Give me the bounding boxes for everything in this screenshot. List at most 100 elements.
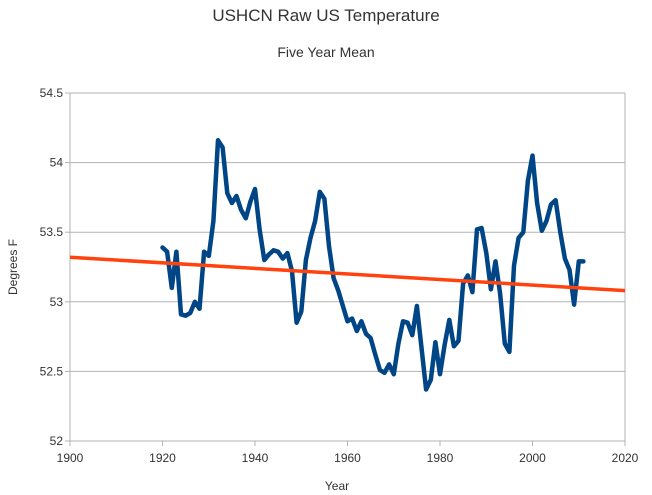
temperature-data-point [485, 252, 487, 254]
temperature-data-point [458, 340, 459, 342]
temperature-data-point [578, 260, 580, 262]
temperature-data-point [314, 220, 316, 222]
temperature-data-point [550, 203, 552, 205]
temperature-data-point [277, 251, 279, 253]
temperature-data-point [323, 198, 325, 200]
temperature-data-point [444, 344, 446, 346]
temperature-data-point [569, 269, 570, 271]
temperature-data-point [249, 201, 251, 203]
temperature-data-point [499, 292, 501, 294]
temperature-data-point [282, 258, 284, 260]
temperature-data-point [217, 139, 219, 141]
x-tick-label: 1900 [57, 451, 84, 465]
temperature-data-point [208, 255, 210, 257]
temperature-data-point [162, 247, 163, 249]
temperature-data-point [439, 373, 441, 375]
chart-title: USHCN Raw US Temperature [212, 6, 439, 25]
temperature-data-point [370, 337, 372, 339]
temperature-data-point [199, 308, 200, 310]
temperature-data-point [504, 343, 506, 345]
y-tick-label: 54 [50, 156, 64, 170]
temperature-data-point [189, 312, 191, 314]
temperature-data-point [495, 260, 496, 262]
temperature-data-point [573, 304, 575, 306]
temperature-data-point [203, 251, 205, 253]
temperature-data-point [527, 180, 529, 182]
temperature-data-point [536, 202, 538, 204]
temperature-data-point [490, 288, 492, 290]
temperature-data-point [453, 345, 455, 347]
temperature-data-point [347, 320, 348, 322]
temperature-data-point [236, 195, 237, 197]
temperature-data-point [374, 354, 376, 356]
temperature-data-point [254, 188, 256, 190]
temperature-series-line [160, 138, 586, 392]
temperature-data-point [351, 318, 353, 320]
temperature-data-point [532, 155, 533, 157]
temperature-data-point [245, 217, 247, 219]
temperature-data-point [356, 330, 358, 332]
y-tick-label: 53.5 [40, 225, 64, 239]
temperature-data-point [411, 334, 413, 336]
temperature-data-point [337, 290, 339, 292]
temperature-data-point [286, 252, 288, 254]
temperature-data-point [462, 283, 464, 285]
temperature-data-point [397, 343, 399, 345]
temperature-data-point [300, 311, 302, 313]
temperature-data-point [333, 277, 335, 279]
temperature-data-point [379, 369, 381, 371]
temperature-data-point [582, 260, 584, 262]
y-tick-label: 52.5 [40, 364, 64, 378]
temperature-data-point [194, 301, 196, 303]
temperature-data-point [555, 199, 557, 201]
temperature-data-point [231, 202, 233, 204]
temperature-data-point [425, 388, 427, 390]
x-tick-label: 2000 [519, 451, 546, 465]
y-axis-label: Degrees F [6, 239, 20, 295]
temperature-data-point [319, 191, 321, 193]
y-tick-label: 52 [50, 434, 64, 448]
temperature-data-point [545, 220, 547, 222]
temperature-data-point [430, 379, 432, 381]
temperature-data-point [471, 291, 473, 293]
temperature-data-point [421, 347, 422, 349]
temperature-data-point [416, 305, 418, 307]
temperature-data-point [434, 341, 436, 343]
temperature-data-point [226, 192, 228, 194]
temperature-data-point [328, 245, 330, 247]
temperature-data-point [541, 230, 543, 232]
x-tick-label: 2020 [612, 451, 639, 465]
temperature-data-point [259, 228, 261, 230]
x-tick-label: 1980 [427, 451, 454, 465]
temperature-data-point [402, 320, 404, 322]
temperature-data-point [268, 253, 270, 255]
temperature-data-point [559, 231, 561, 233]
temperature-data-point [342, 305, 344, 307]
x-axis-label: Year [325, 479, 349, 493]
temperature-data-point [296, 322, 298, 324]
y-tick-label: 54.5 [40, 86, 64, 100]
temperature-data-point [384, 372, 385, 374]
temperature-data-point [166, 251, 168, 253]
temperature-data-point [180, 313, 182, 315]
temperature-data-point [240, 209, 242, 211]
temperature-data-point [305, 259, 307, 261]
temperature-data-point [518, 237, 520, 239]
temperature-data-point [222, 146, 224, 148]
temperature-data-point [263, 259, 265, 261]
chart-subtitle: Five Year Mean [277, 44, 374, 60]
temperature-data-point [513, 265, 515, 267]
temperature-data-point [476, 228, 478, 230]
temperature-data-point [310, 237, 311, 239]
temperature-data-point [522, 231, 524, 233]
temperature-data-point [508, 351, 510, 353]
temperature-data-point [185, 315, 187, 317]
y-axis-ticks: 52 52.5 53 53.5 54 54.5 [40, 86, 70, 448]
y-tick-label: 53 [50, 295, 64, 309]
x-tick-label: 1920 [149, 451, 176, 465]
temperature-data-point [212, 220, 214, 222]
temperature-data-point [365, 333, 367, 335]
temperature-data-point [393, 373, 395, 375]
